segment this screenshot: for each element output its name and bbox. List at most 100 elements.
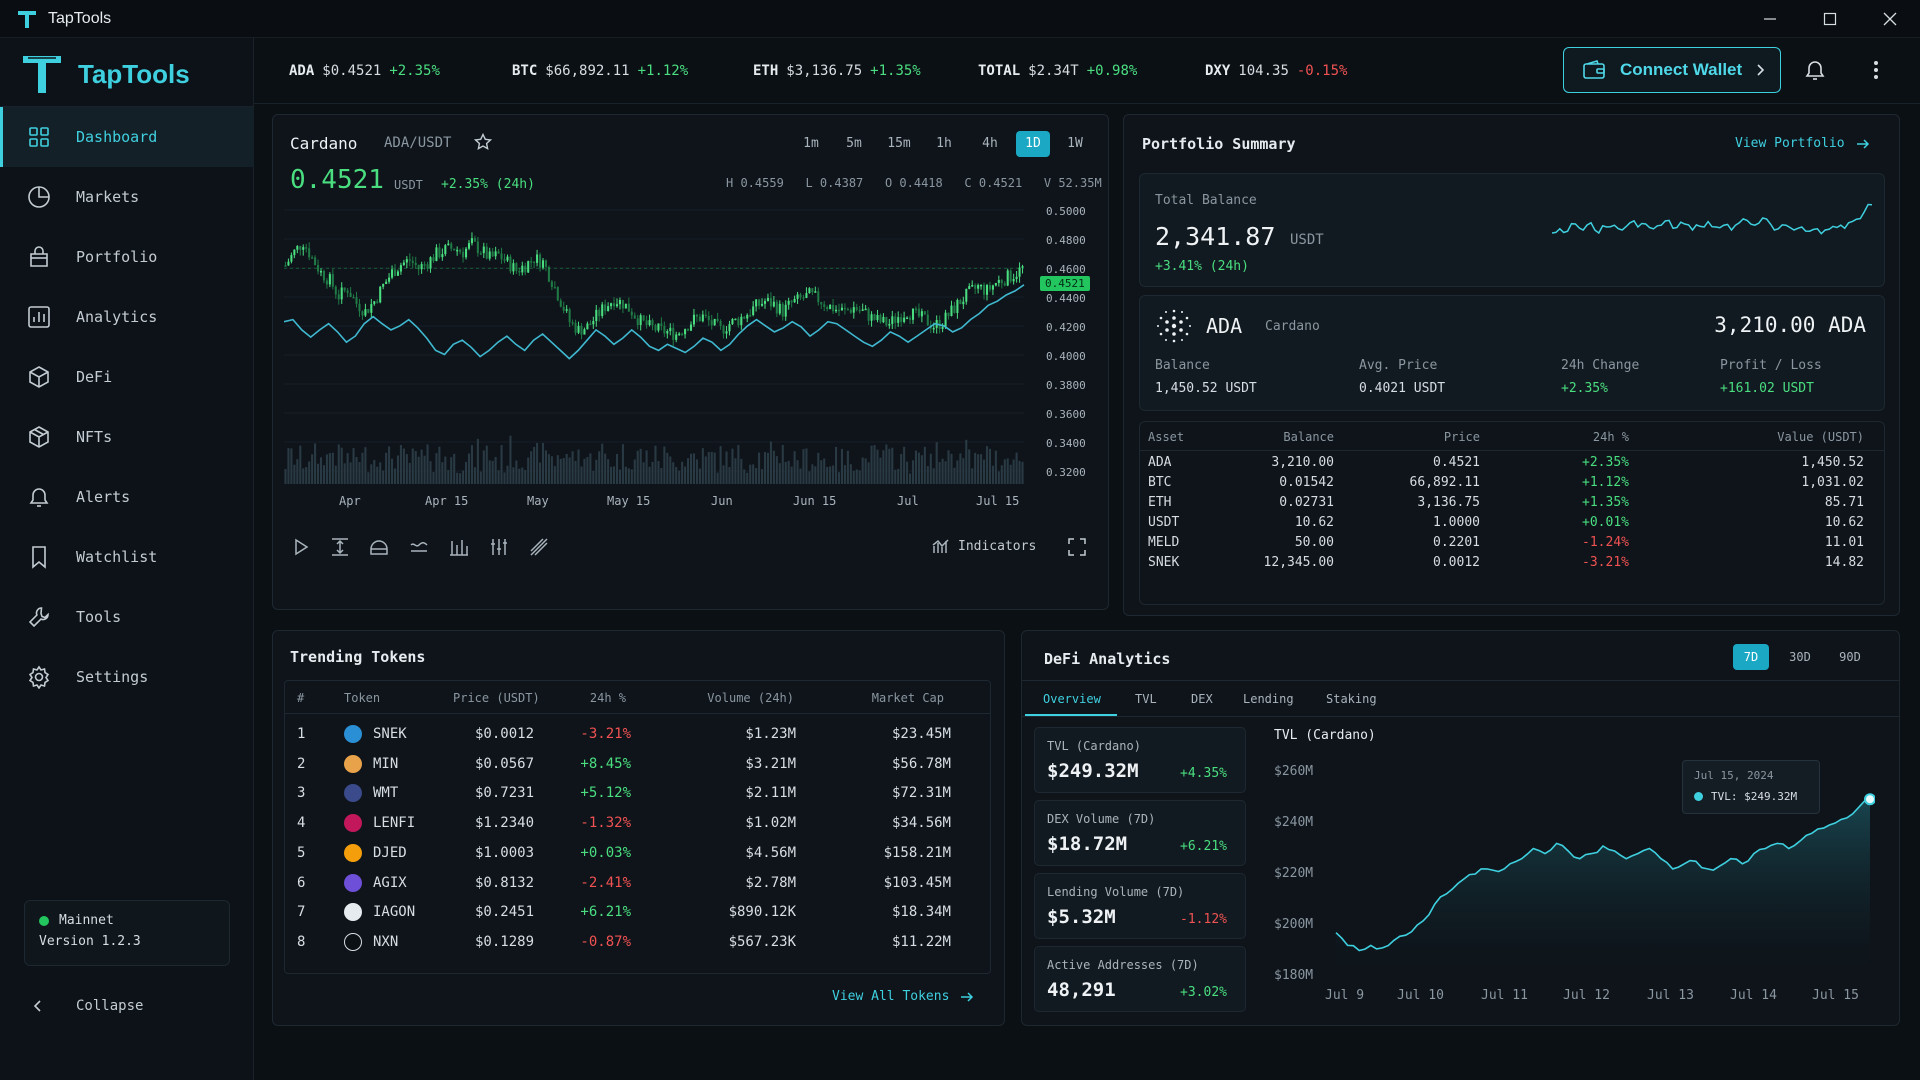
timeframe-1d[interactable]: 1D <box>1016 131 1050 157</box>
tvl-area-chart[interactable] <box>1330 760 1875 982</box>
token-logo-icon <box>344 784 362 803</box>
more-options-button[interactable] <box>1868 58 1884 86</box>
volume-bar <box>636 450 639 484</box>
bars-tool-button[interactable] <box>445 533 473 561</box>
volume-bar <box>399 445 402 484</box>
candle <box>521 261 524 276</box>
volume-bar <box>299 445 302 484</box>
stat-card-lending-volume[interactable]: Lending Volume (7D) $5.32M -1.12% <box>1034 873 1246 939</box>
volume-bar <box>781 444 784 484</box>
timeframe-1h[interactable]: 1h <box>936 136 952 151</box>
candle-body <box>761 303 764 306</box>
sidebar-item-analytics[interactable]: Analytics <box>0 287 254 347</box>
fullscreen-button[interactable] <box>1067 537 1087 561</box>
token-logo-icon <box>344 725 362 743</box>
bar-chart-icon <box>26 304 52 330</box>
minimize-button[interactable] <box>1740 0 1800 38</box>
token-logo-icon <box>344 873 362 892</box>
timeframe-4h[interactable]: 4h <box>982 136 998 151</box>
sidebar-item-watchlist[interactable]: Watchlist <box>0 527 254 587</box>
token-change: -2.41% <box>580 874 631 891</box>
pencil-tool-button[interactable] <box>525 533 553 561</box>
volume-bar <box>601 443 604 484</box>
candle-body <box>876 314 879 320</box>
candle-body <box>571 322 574 324</box>
volume-bar <box>429 461 432 484</box>
timeframe-5m[interactable]: 5m <box>846 136 862 151</box>
candle <box>302 244 305 256</box>
tab-lending[interactable]: Lending <box>1243 692 1294 706</box>
candle <box>864 305 867 311</box>
candle <box>808 287 811 294</box>
balance-sparkline <box>1552 203 1872 235</box>
view-portfolio-link[interactable]: View Portfolio <box>1735 136 1871 151</box>
app-version: Version 1.2.3 <box>39 934 141 949</box>
connect-wallet-button[interactable]: Connect Wallet <box>1563 47 1781 93</box>
volume-bar <box>417 456 420 484</box>
collapse-button[interactable]: Collapse <box>30 998 143 1014</box>
holding-balance: 3,210.00 <box>1271 455 1334 470</box>
candle-body <box>689 324 693 331</box>
notifications-button[interactable] <box>1804 58 1826 86</box>
volume-bar <box>530 451 533 484</box>
range-7d[interactable]: 7D <box>1733 644 1769 670</box>
maximize-button[interactable] <box>1800 0 1860 38</box>
candle <box>370 298 373 318</box>
ticker-ada[interactable]: ADA $0.4521 +2.35% <box>289 63 440 79</box>
candle-body <box>568 309 571 323</box>
candle-body <box>447 243 450 246</box>
timeframe-1w[interactable]: 1W <box>1067 136 1083 151</box>
shape-tool-button[interactable] <box>365 533 393 561</box>
stat-card-tvl[interactable]: TVL (Cardano) $249.32M +4.35% <box>1034 727 1246 793</box>
ticker-btc[interactable]: BTC $66,892.11 +1.12% <box>512 63 688 79</box>
candle-body <box>497 251 500 254</box>
sidebar-item-defi[interactable]: DeFi <box>0 347 254 407</box>
tab-tvl[interactable]: TVL <box>1135 692 1157 706</box>
stat-card-active-addresses[interactable]: Active Addresses (7D) 48,291 +3.02% <box>1034 946 1246 1012</box>
close-button[interactable] <box>1860 0 1920 38</box>
stat-card-dex-volume[interactable]: DEX Volume (7D) $18.72M +6.21% <box>1034 800 1246 866</box>
sidebar-item-settings[interactable]: Settings <box>0 647 254 707</box>
volume-bar <box>624 466 627 484</box>
ticker-dxy[interactable]: DXY 104.35 -0.15% <box>1205 63 1347 79</box>
network-name: Mainnet <box>59 913 114 928</box>
candle-body <box>435 247 438 262</box>
candle-body <box>636 318 639 326</box>
sidebar-item-markets[interactable]: Markets <box>0 167 254 227</box>
measure-tool-button[interactable] <box>326 533 354 561</box>
volume-bar <box>393 468 397 484</box>
trendline-tool-button[interactable] <box>405 533 433 561</box>
volume-bar <box>746 472 749 484</box>
ticker-eth[interactable]: ETH $3,136.75 +1.35% <box>753 63 921 79</box>
sidebar-item-alerts[interactable]: Alerts <box>0 467 254 527</box>
range-30d[interactable]: 30D <box>1789 650 1811 664</box>
timeframe-1m[interactable]: 1m <box>803 136 819 151</box>
indicators-button[interactable]: Indicators <box>932 537 1036 555</box>
token-symbol: AGIX <box>373 874 407 891</box>
candle <box>811 288 814 296</box>
tab-staking[interactable]: Staking <box>1326 692 1377 706</box>
favorite-star-button[interactable] <box>473 132 493 155</box>
volume-bar <box>453 453 456 484</box>
cursor-tool-button[interactable] <box>287 533 315 561</box>
candlestick-chart[interactable] <box>284 206 1030 486</box>
brand-logo[interactable]: TapTools <box>20 50 190 98</box>
ticker-total[interactable]: TOTAL $2.34T +0.98% <box>978 63 1137 79</box>
range-90d[interactable]: 90D <box>1839 650 1861 664</box>
timeframe-15m[interactable]: 15m <box>887 136 911 151</box>
candle <box>1012 273 1015 285</box>
sidebar-item-nfts[interactable]: NFTs <box>0 407 254 467</box>
bars-icon <box>450 540 468 556</box>
sidebar-item-dashboard[interactable]: Dashboard <box>0 107 254 167</box>
volume-bar <box>749 464 752 484</box>
sidebar-item-portfolio[interactable]: Portfolio <box>0 227 254 287</box>
candle <box>595 304 598 327</box>
candles-tool-button[interactable] <box>485 533 513 561</box>
volume-bar <box>536 443 539 484</box>
tab-dex[interactable]: DEX <box>1191 692 1213 706</box>
tab-overview[interactable]: Overview <box>1043 692 1101 706</box>
view-all-tokens-link[interactable]: View All Tokens <box>832 989 975 1004</box>
candle-body <box>675 334 678 340</box>
candle-body <box>494 251 497 257</box>
sidebar-item-tools[interactable]: Tools <box>0 587 254 647</box>
